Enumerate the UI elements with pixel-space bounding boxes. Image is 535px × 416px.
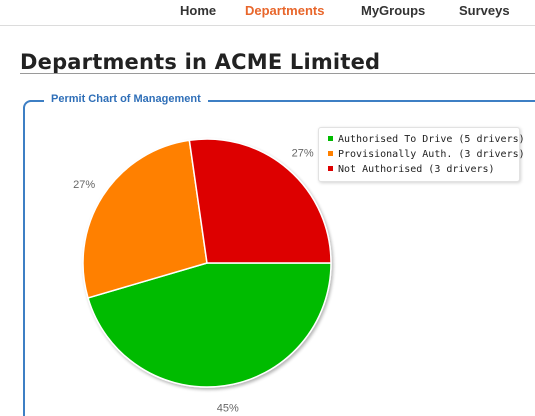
- page-title: Departments in ACME Limited: [20, 50, 381, 74]
- slice-not-authorised[interactable]: [188, 138, 332, 264]
- panel-border-top: [30, 100, 535, 102]
- legend-item-not-authorised[interactable]: Not Authorised (3 drivers): [328, 162, 519, 177]
- legend-label: Provisionally Auth. (3 drivers): [338, 149, 525, 160]
- nav-surveys-link[interactable]: Surveys: [459, 3, 510, 18]
- legend-swatch: [328, 166, 333, 171]
- panel-legend-title: Permit Chart of Management: [44, 93, 208, 105]
- legend-label: Authorised To Drive (5 drivers): [338, 134, 525, 145]
- panel-border-left: [23, 107, 25, 416]
- chart-legend: Authorised To Drive (5 drivers) Provisio…: [318, 127, 525, 182]
- slice-authorised-percent-label: 45%: [217, 403, 239, 415]
- nav-departments-link[interactable]: Departments: [245, 3, 325, 18]
- legend-item-provisional[interactable]: Provisionally Auth. (3 drivers): [328, 147, 525, 162]
- top-navigation: Home Departments MyGroups Surveys: [0, 0, 535, 26]
- nav-mygroups-link[interactable]: MyGroups: [361, 3, 426, 18]
- slice-not-authorised-percent-label: 27%: [292, 148, 314, 160]
- legend-label: Not Authorised (3 drivers): [338, 164, 495, 175]
- nav-home-link[interactable]: Home: [180, 3, 217, 18]
- legend-swatch: [328, 136, 333, 141]
- panel-border-corner: [23, 100, 32, 109]
- slice-provisional[interactable]: [82, 139, 208, 299]
- title-divider: [20, 73, 535, 74]
- legend-item-authorised[interactable]: Authorised To Drive (5 drivers): [328, 132, 525, 147]
- legend-swatch: [328, 151, 333, 156]
- nav-divider: [0, 25, 535, 26]
- slice-authorised[interactable]: [87, 262, 332, 388]
- slice-provisional-percent-label: 27%: [73, 179, 95, 191]
